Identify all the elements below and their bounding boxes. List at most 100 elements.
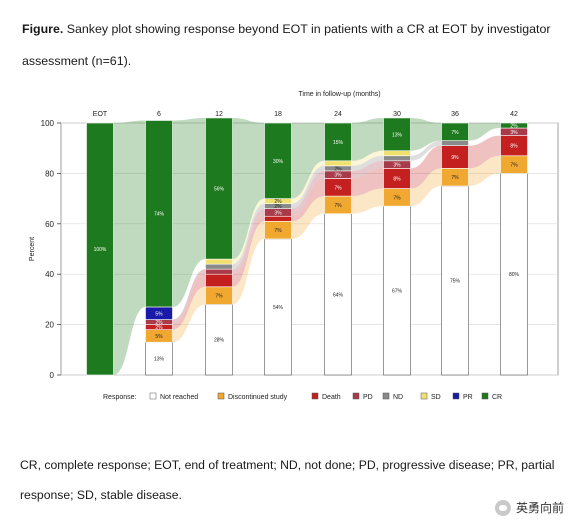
flow-death [351, 168, 384, 197]
flow-death [291, 178, 325, 222]
bar-segment-cr [205, 117, 233, 260]
category-label: EOT [93, 111, 108, 118]
flow-nd [351, 155, 384, 171]
flow-death [410, 145, 442, 189]
bar-segment-death [205, 273, 233, 288]
figure-title: Sankey plot showing response beyond EOT … [66, 22, 551, 36]
bar-segment-cr [86, 122, 114, 376]
top-axis-label: Time in follow-up (months) [298, 91, 380, 98]
y-tick-label: 80 [45, 169, 54, 178]
flow-cr [410, 117, 442, 151]
data-label: 2% [274, 204, 282, 210]
legend-swatch [149, 392, 157, 400]
bar-segment-pd [205, 268, 233, 275]
data-label: 7% [510, 163, 518, 169]
data-label: 28% [214, 338, 225, 344]
bar-segment-cr [500, 122, 528, 129]
bar-segment-not-reached [205, 304, 233, 376]
data-label: 7% [451, 130, 459, 136]
figure-title-line2: assessment (n=61). [22, 54, 132, 68]
flow-cr [113, 120, 146, 375]
data-label: 2% [274, 199, 282, 205]
flow-pd [172, 269, 206, 325]
data-label: 7% [215, 294, 223, 300]
y-tick-label: 40 [45, 270, 54, 279]
legend-label: PD [363, 394, 373, 401]
legend-label: Discontinued study [228, 394, 288, 401]
watermark: 英勇向前 [494, 499, 564, 516]
flow-cr [232, 117, 265, 260]
data-label: 2% [155, 325, 163, 331]
data-label: 3% [393, 163, 401, 169]
flow-sd [232, 198, 265, 265]
category-label: 12 [215, 111, 223, 118]
y-tick-label: 20 [45, 321, 54, 330]
data-label: 2% [334, 166, 342, 172]
bar-segment-cr [383, 117, 411, 152]
flow-pd [351, 160, 384, 179]
flow-discontinued-study [410, 168, 442, 207]
bar-segment-cr [441, 122, 469, 141]
bar-segment-cr [324, 122, 352, 162]
data-label: 2% [510, 124, 518, 130]
bar-segment-cr [264, 122, 292, 199]
footnote-line2: response; SD, stable disease. [20, 488, 182, 502]
flow-cr [351, 117, 384, 161]
flow-cr [291, 123, 325, 199]
data-label: 67% [392, 289, 403, 295]
data-label: 8% [510, 144, 518, 150]
flow-death [172, 274, 206, 330]
data-label: 64% [333, 292, 344, 298]
legend-title: Response: [103, 394, 137, 401]
data-label: 13% [392, 132, 403, 138]
bar-segment-sd [383, 150, 411, 157]
data-label: 7% [274, 228, 282, 234]
data-label: 3% [274, 210, 282, 216]
data-label: 9% [451, 155, 459, 161]
legend-swatch [217, 392, 225, 400]
data-label: 15% [333, 140, 344, 146]
y-tick-label: 60 [45, 220, 54, 229]
bar-segment-not-reached [441, 185, 469, 376]
data-label: 3% [510, 130, 518, 136]
data-label: 5% [155, 334, 163, 340]
flow-sd [351, 150, 384, 166]
flow-nd [232, 203, 265, 270]
flow-cr [172, 117, 206, 307]
bar-segment-sd [324, 160, 352, 167]
data-label: 7% [451, 175, 459, 181]
flow-discontinued-study [468, 155, 501, 186]
bar-segment-nd [441, 140, 469, 146]
flow-discontinued-study [291, 196, 325, 239]
legend-swatch [481, 392, 489, 400]
flow-pd [232, 208, 265, 275]
y-tick-label: 0 [50, 371, 55, 380]
watermark-text: 英勇向前 [515, 501, 564, 515]
y-tick-label: 100 [41, 119, 55, 128]
flow-death [468, 135, 501, 169]
bar-segment-not-reached [500, 173, 528, 376]
data-label: 56% [214, 187, 225, 193]
category-label: 42 [510, 111, 518, 118]
bar-segment-death [264, 215, 292, 222]
data-label: 100% [94, 247, 107, 253]
category-label: 6 [157, 111, 161, 118]
flow-cr [468, 123, 501, 141]
flow-nd [410, 140, 442, 161]
data-label: 54% [273, 305, 284, 311]
data-label: 7% [334, 203, 342, 209]
flow-death [232, 216, 265, 287]
legend-label: Not reached [160, 394, 198, 401]
y-axis-label: Percent [29, 237, 36, 261]
data-label: 74% [154, 212, 165, 218]
legend-swatch [311, 392, 319, 400]
data-label: 8% [393, 176, 401, 182]
figure-label: Figure. [22, 22, 64, 36]
flow-discontinued-study [172, 286, 206, 343]
flow-discontinued-study [232, 221, 265, 305]
bar-segment-sd [205, 258, 233, 265]
legend-swatch [420, 392, 428, 400]
legend-swatch [352, 392, 360, 400]
data-label: 7% [393, 195, 401, 201]
